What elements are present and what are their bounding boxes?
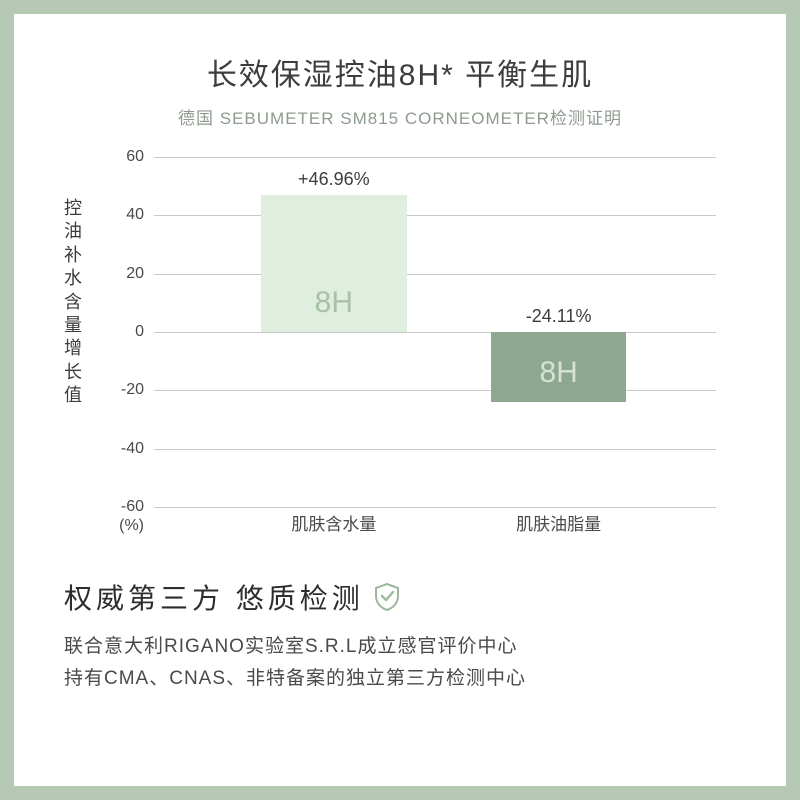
grid-line: [154, 332, 716, 333]
ytick-label: 40: [104, 206, 144, 224]
category-label: 肌肤含水量: [291, 510, 376, 535]
grid-line: [154, 390, 716, 391]
bar: 8H: [491, 332, 626, 402]
section-title: 权威第三方 悠质检测: [64, 577, 736, 617]
plot-area: (%) 6040200-20-40-608H+46.96%肌肤含水量8H-24.…: [154, 157, 716, 507]
bar-value-label: -24.11%: [526, 306, 592, 327]
grid-line: [154, 215, 716, 216]
bar-value-label: +46.96%: [298, 169, 370, 190]
section-body: 联合意大利RIGANO实验室S.R.L成立感官评价中心 持有CMA、CNAS、非…: [64, 631, 736, 696]
ytick-label: -60: [104, 498, 144, 516]
ytick-label: 20: [104, 265, 144, 283]
bar-inner-label: 8H: [315, 286, 353, 320]
bar: 8H: [261, 195, 407, 332]
ytick-label: -40: [104, 440, 144, 458]
shield-check-icon: [374, 583, 400, 611]
section-title-text: 权威第三方 悠质检测: [64, 577, 364, 617]
grid-line: [154, 449, 716, 450]
yaxis-label: 控油 补水含量增长值: [64, 197, 82, 408]
body-line-1: 联合意大利RIGANO实验室S.R.L成立感官评价中心: [64, 631, 736, 663]
ytick-label: 60: [104, 148, 144, 166]
body-line-2: 持有CMA、CNAS、非特备案的独立第三方检测中心: [64, 663, 736, 695]
grid-line: [154, 274, 716, 275]
grid-line: [154, 507, 716, 508]
ytick-label: -20: [104, 381, 144, 399]
content-area: 长效保湿控油8H* 平衡生肌 德国 SEBUMETER SM815 CORNEO…: [14, 14, 786, 786]
page-subtitle: 德国 SEBUMETER SM815 CORNEOMETER检测证明: [64, 104, 736, 129]
grid-line: [154, 157, 716, 158]
unit-label: (%): [104, 517, 144, 535]
page-title: 长效保湿控油8H* 平衡生肌: [64, 50, 736, 94]
ytick-label: 0: [104, 323, 144, 341]
bar-inner-label: 8H: [539, 356, 577, 390]
category-label: 肌肤油脂量: [516, 510, 601, 535]
chart: 控油 补水含量增长值 (%) 6040200-20-40-608H+46.96%…: [94, 157, 716, 537]
